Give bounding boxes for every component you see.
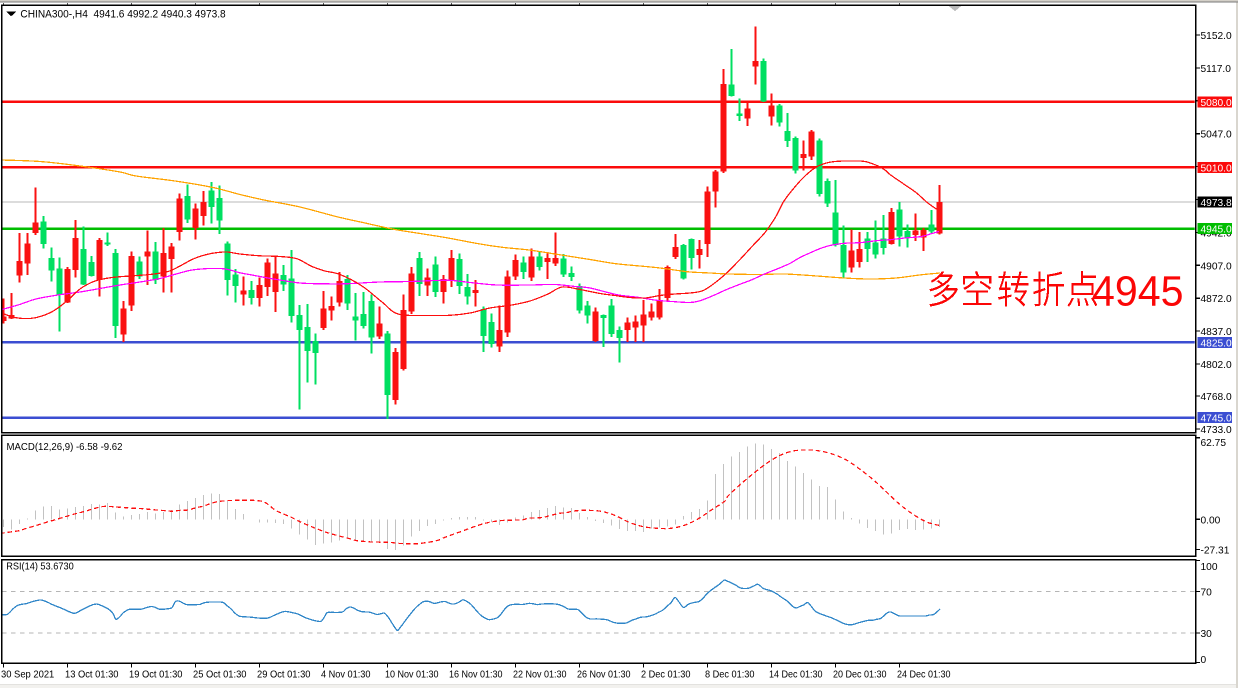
svg-text:62.75: 62.75	[1201, 438, 1227, 449]
svg-text:8 Dec 01:30: 8 Dec 01:30	[705, 670, 755, 681]
svg-text:24 Dec 01:30: 24 Dec 01:30	[897, 670, 951, 681]
svg-text:CHINA300-,H4 4941.6 4992.2 49: CHINA300-,H4 4941.6 4992.2 4940.3 4973.8	[20, 8, 225, 20]
svg-text:4802.0: 4802.0	[1201, 360, 1232, 371]
svg-text:10 Nov 01:30: 10 Nov 01:30	[385, 670, 439, 681]
svg-text:4837.0: 4837.0	[1201, 327, 1232, 338]
svg-text:4 Nov 01:30: 4 Nov 01:30	[321, 670, 371, 681]
svg-text:5010.0: 5010.0	[1201, 163, 1232, 174]
svg-text:0.00: 0.00	[1201, 515, 1221, 526]
svg-text:4942.0: 4942.0	[1201, 228, 1232, 239]
svg-text:4907.0: 4907.0	[1201, 261, 1232, 272]
svg-text:25 Oct 01:30: 25 Oct 01:30	[193, 670, 247, 681]
svg-text:4825.0: 4825.0	[1201, 338, 1232, 349]
svg-text:14 Dec 01:30: 14 Dec 01:30	[769, 670, 823, 681]
svg-text:29 Oct 01:30: 29 Oct 01:30	[257, 670, 311, 681]
svg-text:4745.0: 4745.0	[1201, 414, 1232, 425]
svg-text:-27.31: -27.31	[1201, 546, 1230, 557]
svg-text:20 Dec 01:30: 20 Dec 01:30	[833, 670, 887, 681]
svg-text:2 Dec 01:30: 2 Dec 01:30	[641, 670, 691, 681]
svg-text:30: 30	[1201, 629, 1213, 640]
svg-text:5152.0: 5152.0	[1201, 31, 1232, 42]
svg-text:16 Nov 01:30: 16 Nov 01:30	[449, 670, 503, 681]
svg-text:4733.0: 4733.0	[1201, 425, 1232, 436]
svg-text:MACD(12,26,9) -6.58 -9.62: MACD(12,26,9) -6.58 -9.62	[7, 442, 123, 453]
svg-text:5080.0: 5080.0	[1201, 98, 1232, 109]
svg-text:70: 70	[1201, 588, 1213, 599]
svg-text:4768.0: 4768.0	[1201, 392, 1232, 403]
svg-text:0: 0	[1201, 655, 1207, 666]
svg-text:19 Oct 01:30: 19 Oct 01:30	[129, 670, 183, 681]
svg-text:4973.8: 4973.8	[1201, 198, 1232, 209]
svg-text:4945.0: 4945.0	[1201, 224, 1232, 235]
svg-text:30 Sep 2021: 30 Sep 2021	[1, 670, 55, 681]
svg-text:4945: 4945	[1092, 269, 1184, 316]
svg-text:4872.0: 4872.0	[1201, 294, 1232, 305]
svg-text:5117.0: 5117.0	[1201, 64, 1232, 75]
svg-text:RSI(14) 53.6730: RSI(14) 53.6730	[6, 562, 74, 573]
svg-text:13 Oct 01:30: 13 Oct 01:30	[65, 670, 119, 681]
svg-text:26 Nov 01:30: 26 Nov 01:30	[577, 670, 631, 681]
svg-text:100: 100	[1201, 562, 1218, 573]
svg-text:5047.0: 5047.0	[1201, 130, 1232, 141]
svg-text:22 Nov 01:30: 22 Nov 01:30	[513, 670, 567, 681]
